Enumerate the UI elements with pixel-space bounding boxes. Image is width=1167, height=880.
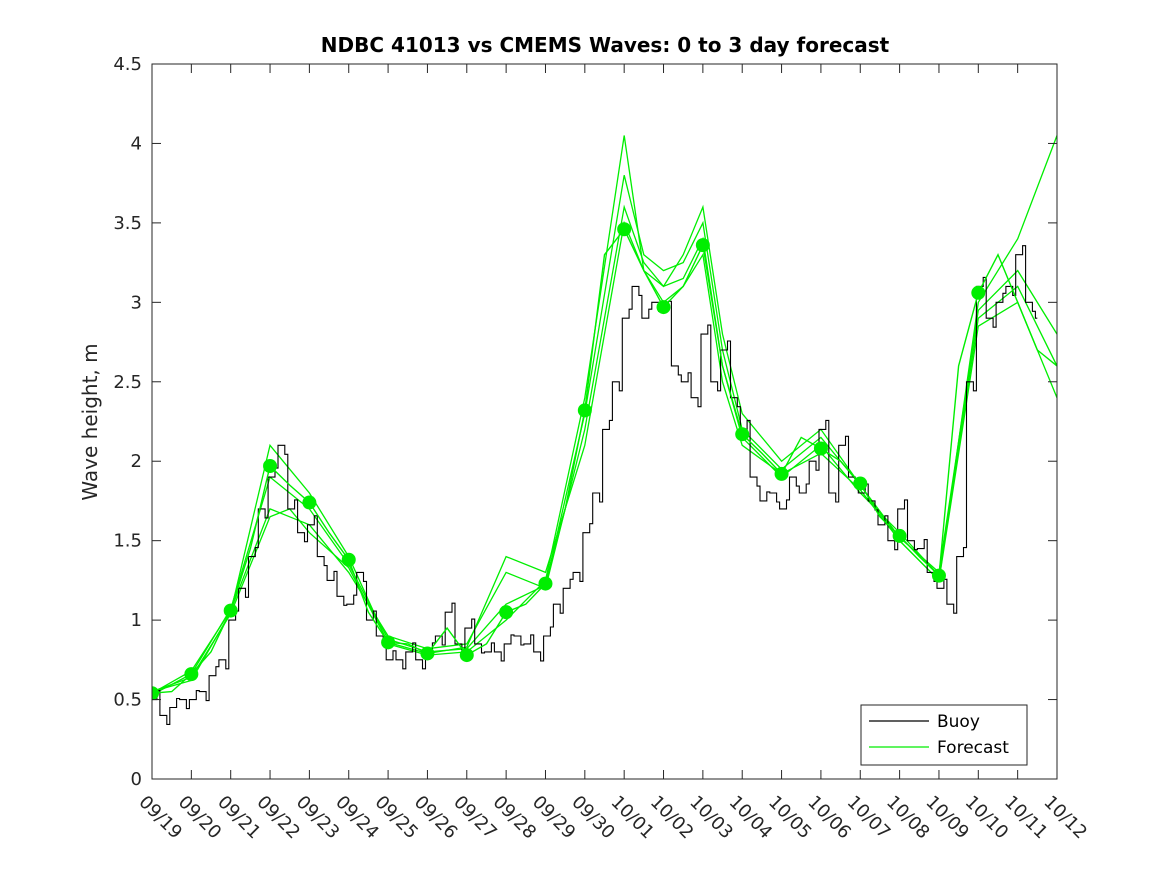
x-tick-label: 10/06 (803, 792, 855, 844)
legend-box (860, 704, 1028, 766)
y-tick-label: 4 (131, 133, 142, 154)
x-tick-label: 10/02 (646, 792, 698, 844)
x-tick-label: 10/11 (1000, 792, 1052, 844)
forecast-point (459, 648, 474, 663)
forecast-point (184, 667, 199, 682)
x-tick-label: 09/28 (489, 792, 541, 844)
y-tick-label: 0.5 (113, 690, 142, 711)
forecast-point (695, 238, 710, 253)
legend-label: Forecast (937, 738, 1009, 758)
y-axis-label: Wave height, m (78, 343, 102, 500)
forecast-point (656, 300, 671, 315)
forecast-point (223, 603, 238, 618)
x-tick-label: 09/23 (292, 792, 344, 844)
forecast-point (931, 568, 946, 583)
legend: Buoy Forecast (860, 704, 1028, 766)
forecast-point (813, 441, 828, 456)
x-tick-label: 09/22 (253, 792, 305, 844)
forecast-point (774, 466, 789, 481)
forecast-point (735, 427, 750, 442)
x-tick-label: 10/05 (764, 792, 816, 844)
x-tick-label: 10/09 (921, 792, 973, 844)
y-tick-label: 2.5 (113, 372, 142, 393)
forecast-point (617, 222, 632, 237)
forecast-run-line (152, 204, 1057, 694)
y-tick-label: 2 (131, 451, 142, 472)
forecast-point (152, 686, 159, 701)
x-tick-label: 10/07 (843, 792, 895, 844)
x-tick-label: 10/12 (1039, 792, 1091, 844)
forecast-point (263, 458, 278, 473)
y-tick-label: 1 (131, 610, 142, 631)
x-tick-label: 09/20 (174, 792, 226, 844)
x-tick-label: 10/08 (882, 792, 934, 844)
forecast-run-line (152, 175, 1057, 696)
x-tick-label: 10/03 (685, 792, 737, 844)
forecast-point (381, 635, 396, 650)
y-tick-label: 0 (131, 769, 142, 790)
x-tick-label: 09/25 (371, 792, 423, 844)
forecast-point (577, 403, 592, 418)
forecast-point (971, 285, 986, 300)
axes-box (151, 63, 1058, 780)
y-tick-label: 4.5 (113, 54, 142, 75)
x-tick-label: 09/30 (567, 792, 619, 844)
plot-series-group (152, 135, 1057, 725)
x-tick-label: 10/01 (607, 792, 659, 844)
x-tick-label: 09/21 (213, 792, 265, 844)
forecast-series-line (152, 227, 1057, 694)
forecast-run-line (152, 220, 1057, 693)
y-tick-label: 3.5 (113, 213, 142, 234)
forecast-point (499, 605, 514, 620)
x-tick-label: 09/29 (528, 792, 580, 844)
x-tick-label: 10/10 (961, 792, 1013, 844)
x-tick-label: 09/19 (134, 792, 186, 844)
forecast-point (853, 476, 868, 491)
y-tick-label: 1.5 (113, 531, 142, 552)
forecast-point (302, 495, 317, 510)
forecast-point (341, 552, 356, 567)
plot-area (152, 135, 1057, 725)
forecast-point (892, 528, 907, 543)
forecast-run-line (152, 135, 1057, 693)
x-tick-label: 09/24 (331, 792, 383, 844)
forecast-point (538, 576, 553, 591)
chart-title: NDBC 41013 vs CMEMS Waves: 0 to 3 day fo… (321, 33, 890, 57)
x-tick-label: 09/27 (449, 792, 501, 844)
x-tick-label: 09/26 (410, 792, 462, 844)
y-tick-label: 3 (131, 292, 142, 313)
forecast-point (420, 646, 435, 661)
buoy-series-line (152, 245, 1038, 725)
x-tick-label: 10/04 (725, 792, 777, 844)
legend-label: Buoy (937, 712, 980, 732)
